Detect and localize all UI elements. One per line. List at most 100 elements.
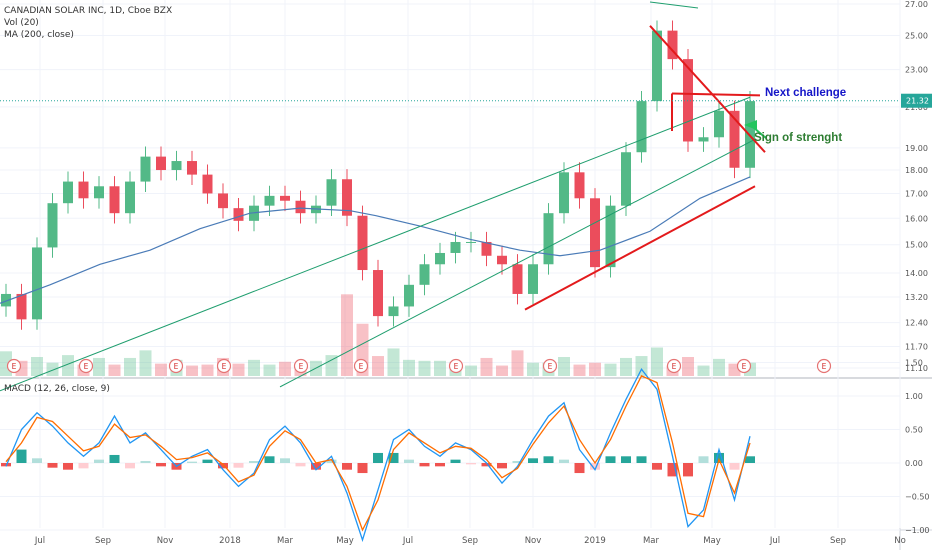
trendline [524, 185, 756, 311]
earnings-marker [448, 358, 464, 374]
candle [280, 195, 290, 201]
volume-bar [403, 359, 415, 376]
candle [373, 270, 383, 317]
macd-histogram-bar [683, 463, 693, 477]
macd-histogram-bar [125, 463, 135, 469]
volume-bar [418, 360, 431, 376]
volume-bar [682, 357, 694, 376]
macd-histogram-bar [636, 456, 647, 463]
macd-histogram-bar [109, 454, 120, 463]
earnings-marker-label: E [12, 362, 17, 371]
candle [590, 198, 600, 268]
macd-histogram-bar [1, 463, 11, 467]
volume-bar [387, 348, 400, 376]
macd-histogram-bar [218, 463, 228, 469]
volume-bar [93, 357, 105, 376]
candle [94, 186, 104, 199]
y-tick-label: 18.00 [905, 166, 928, 175]
macd-legend: MACD (12, 26, close, 9) [4, 383, 110, 395]
candle [78, 181, 89, 199]
macd-histogram-bar [605, 456, 616, 463]
earnings-marker [168, 358, 184, 374]
macd-histogram-bar [698, 456, 709, 463]
macd-histogram-bar [729, 463, 740, 470]
chart-legend: CANADIAN SOLAR INC, 1D, Cboe BZX Vol (20… [4, 5, 172, 41]
x-tick-label: Mar [277, 536, 294, 546]
candle [63, 181, 73, 204]
sign-arrow-icon [749, 123, 767, 139]
candle [47, 203, 58, 248]
candle [435, 252, 445, 265]
earnings-marker-label: E [299, 362, 304, 371]
candle [171, 161, 182, 171]
macd-histogram-bar [481, 463, 492, 467]
volume-bar [620, 357, 632, 376]
trendline [0, 96, 751, 392]
signal-line [5, 375, 751, 532]
candle [1, 293, 11, 307]
x-tick-label: May [336, 536, 354, 546]
x-tick-label: Sep [830, 536, 846, 546]
earnings-marker [78, 358, 94, 374]
candle [109, 186, 120, 214]
volume-bar [697, 365, 710, 376]
macd-histogram-bar [249, 460, 259, 463]
candle [481, 241, 492, 256]
macd-histogram-bar [233, 463, 244, 468]
candle [636, 101, 647, 153]
y-tick-label: 17.00 [905, 189, 928, 198]
candle [559, 172, 569, 214]
macd-histogram-bar [450, 459, 461, 463]
earnings-marker [216, 358, 232, 374]
y-tick-label: 23.00 [905, 66, 928, 75]
candle [652, 30, 662, 102]
macd-histogram-bar [63, 463, 73, 470]
macd-histogram-bar [202, 459, 213, 463]
volume-bar [480, 357, 493, 376]
macd-indicator-label: MACD (12, 26, close, 9) [4, 384, 110, 394]
macd-histogram-bar [621, 456, 631, 463]
volume-bar [589, 362, 601, 376]
macd-histogram-bar [714, 452, 724, 463]
macd-histogram-bar [326, 459, 337, 463]
candle [512, 264, 523, 294]
macd-tick-label: 1.00 [905, 392, 923, 401]
candle [202, 174, 213, 194]
volume-bar [263, 364, 276, 376]
macd-histogram-bar [311, 463, 321, 470]
volume-indicator-label: Vol (20) [4, 18, 39, 28]
y-tick-label: 12.40 [905, 319, 928, 328]
earnings-marker [666, 358, 682, 374]
chart-title: CANADIAN SOLAR INC, 1D, Cboe BZX [4, 6, 173, 16]
trendline [649, 25, 766, 153]
earnings-marker [6, 358, 22, 374]
earnings-marker-label: E [174, 362, 179, 371]
macd-line [5, 367, 751, 543]
macd-tick-label: 1.50 [905, 359, 923, 368]
volume-bar [558, 357, 570, 376]
earnings-marker [816, 358, 832, 374]
candle [342, 179, 352, 216]
candle [156, 156, 166, 171]
trendline [671, 92, 761, 97]
ma-indicator-label: MA (200, close) [4, 30, 74, 40]
volume-bar [573, 364, 586, 376]
volume-bar [201, 364, 214, 376]
macd-histogram-bar [559, 459, 569, 463]
x-tick-label: Nov [157, 536, 174, 546]
y-tick-label: 11.70 [905, 342, 928, 351]
macd-histogram-bar [404, 459, 414, 463]
candle [729, 110, 740, 168]
earnings-marker-label: E [548, 362, 553, 371]
trendline [279, 138, 756, 388]
earnings-marker-label: E [454, 362, 459, 371]
macd-histogram-bar [295, 463, 306, 467]
earnings-marker-label: E [742, 362, 747, 371]
macd-histogram-bar [32, 458, 42, 463]
candle [32, 247, 42, 320]
volume-bar [713, 358, 725, 376]
volume-bar [372, 356, 384, 376]
trendline [649, 1, 699, 9]
candle [295, 200, 306, 214]
